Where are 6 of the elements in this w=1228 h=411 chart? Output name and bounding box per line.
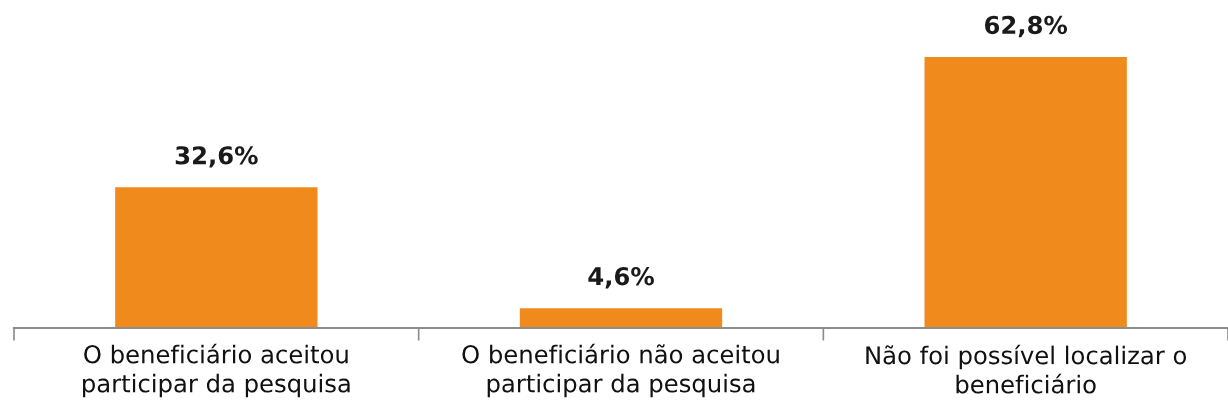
data-label: 32,6%	[175, 146, 258, 168]
x-tick-label: Não foi possível localizar o beneficiário	[866, 344, 1187, 394]
x-tick-label: O beneficiário não aceitou participar da pesquisa	[462, 343, 779, 398]
x-tick-label: O beneficiário aceitou participar da pesquisa	[83, 343, 350, 398]
data-label: 62,8%	[985, 15, 1068, 38]
data-label: 4,6%	[588, 266, 654, 289]
